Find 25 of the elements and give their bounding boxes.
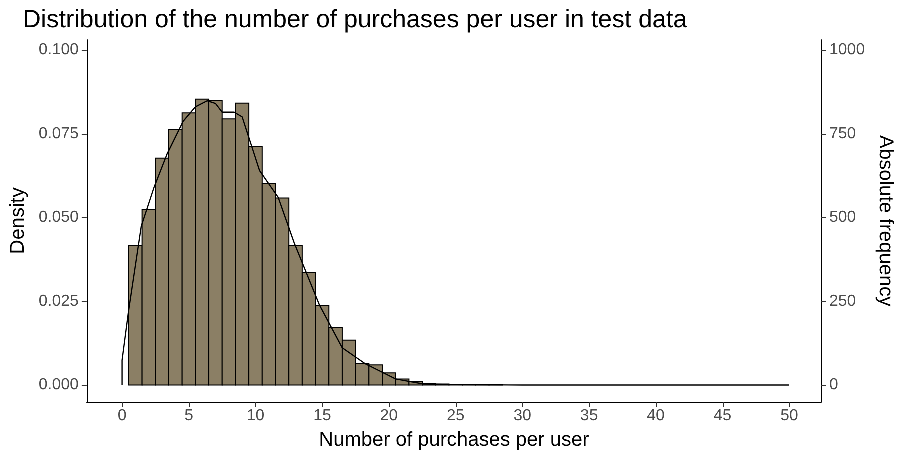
x-tick-label: 45 [714,408,732,424]
x-axis-title: Number of purchases per user [319,429,590,451]
x-tick-label: 25 [446,408,465,424]
y2-tick-label: 500 [830,209,856,226]
y2-tick-label: 750 [830,125,856,142]
y2-tick-label: 0 [830,376,839,394]
x-tick-label: 10 [246,408,265,424]
x-tick-label: 20 [380,408,398,424]
x-tick-label: 30 [514,408,532,424]
x-tick-label: 0 [118,408,127,424]
x-tick-label: 15 [314,408,332,424]
y2-axis-title: Absolute frequency [875,135,897,307]
x-tick-label: 40 [647,408,666,424]
y2-tick-label: 1000 [830,42,866,59]
y-tick-label: 0.100 [38,42,80,59]
x-tick-label: 35 [580,408,598,424]
y-tick-label: 0.000 [38,376,80,394]
y-tick-label: 0.050 [38,209,80,226]
y-tick-label: 0.025 [38,292,80,310]
x-tick-label: 5 [184,408,194,424]
y-tick-label: 0.075 [38,125,80,142]
y-axis-title: Density [7,188,29,254]
x-tick-label: 50 [780,408,798,424]
chart-title: Distribution of the number of purchases per user in test data [23,6,688,34]
y2-tick-label: 250 [830,292,856,310]
